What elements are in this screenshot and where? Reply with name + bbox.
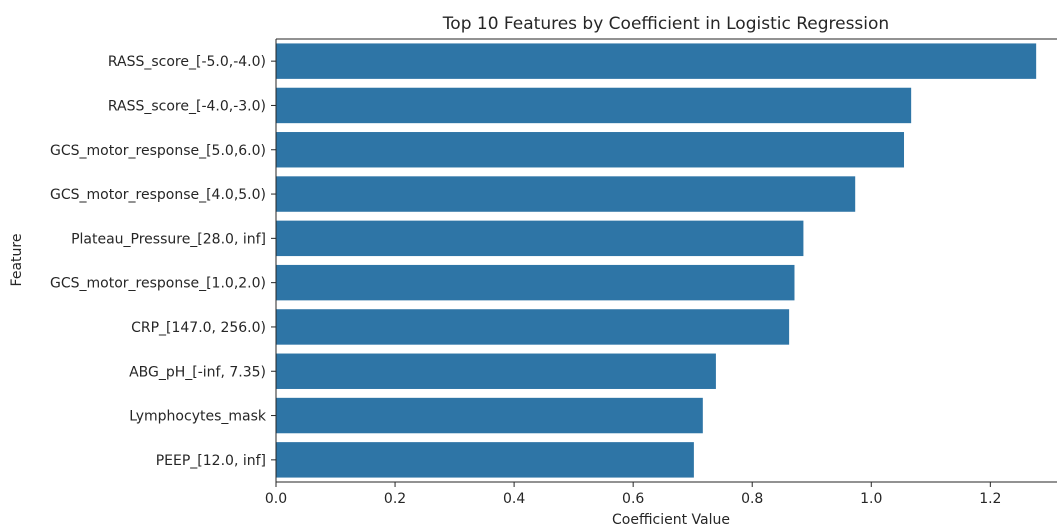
bar <box>276 353 716 389</box>
bar <box>276 442 694 478</box>
y-tick-label: GCS_motor_response_[5.0,6.0) <box>50 143 266 159</box>
x-tick-label: 0.0 <box>265 491 287 507</box>
x-axis-ticks: 0.0 0.2 0.4 0.6 0.8 1.0 1.2 <box>265 482 1001 507</box>
y-tick-label: GCS_motor_response_[1.0,2.0) <box>50 276 266 292</box>
x-tick-label: 0.6 <box>622 491 644 507</box>
bars-group <box>276 43 1037 478</box>
bar <box>276 397 703 434</box>
bar <box>276 176 856 212</box>
y-tick-label: RASS_score_[-4.0,-3.0) <box>108 98 266 114</box>
y-tick-label: ABG_pH_[-inf, 7.35) <box>129 364 266 380</box>
bar <box>276 309 790 345</box>
bar <box>276 220 804 257</box>
x-tick-label: 1.0 <box>860 491 882 507</box>
y-tick-label: Plateau_Pressure_[28.0, inf] <box>71 231 266 247</box>
bar <box>276 43 1037 79</box>
bar <box>276 132 905 168</box>
x-tick-label: 0.4 <box>503 491 525 507</box>
y-tick-label: CRP_[147.0, 256.0) <box>131 320 266 336</box>
x-tick-label: 0.2 <box>384 491 406 507</box>
x-tick-label: 0.8 <box>741 491 763 507</box>
bar <box>276 87 912 124</box>
y-axis-label: Feature <box>9 234 25 287</box>
y-axis-ticks: RASS_score_[-5.0,-4.0) RASS_score_[-4.0,-… <box>50 54 276 469</box>
x-tick-label: 1.2 <box>979 491 1001 507</box>
chart-title: Top 10 Features by Coefficient in Logist… <box>442 14 889 34</box>
bar <box>276 264 795 301</box>
x-axis-label: Coefficient Value <box>612 512 730 527</box>
y-tick-label: GCS_motor_response_[4.0,5.0) <box>50 187 266 203</box>
y-tick-label: PEEP_[12.0, inf] <box>156 453 266 469</box>
y-tick-label: Lymphocytes_mask <box>129 409 267 425</box>
y-tick-label: RASS_score_[-5.0,-4.0) <box>108 54 266 70</box>
